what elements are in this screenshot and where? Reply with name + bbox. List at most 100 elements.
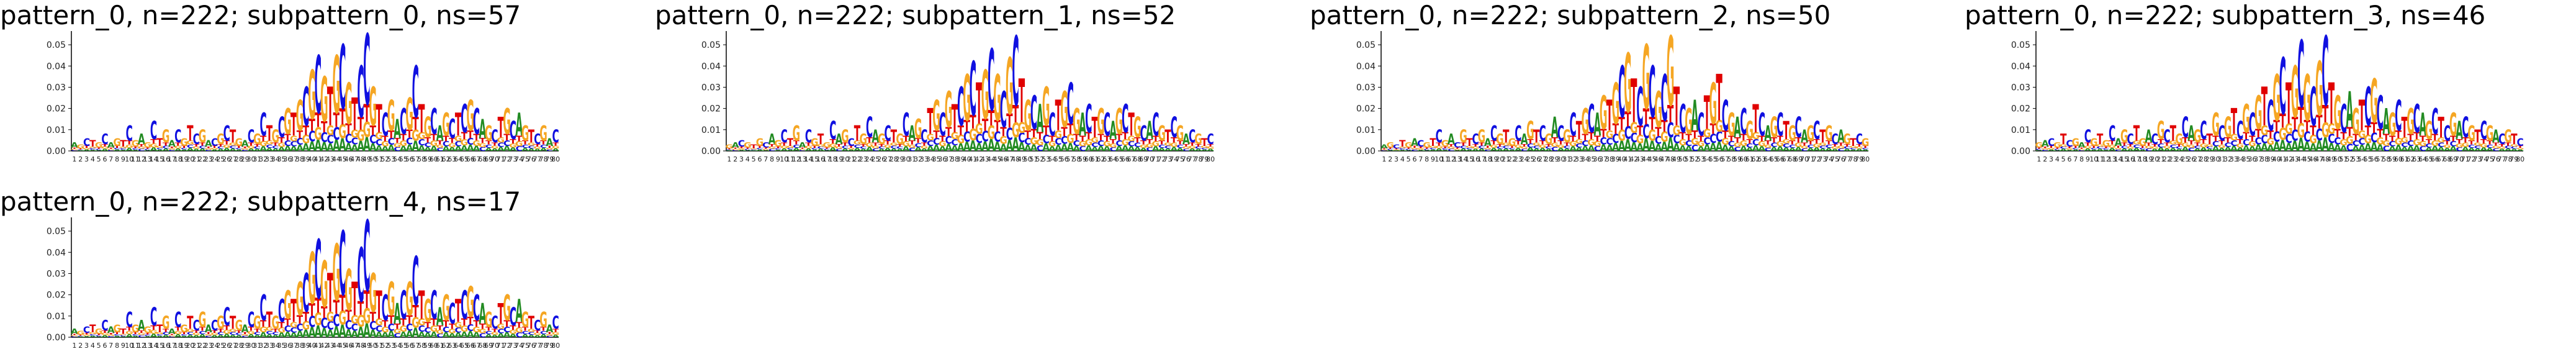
logo-letter: C — [1399, 148, 1406, 150]
logo-letter: A — [1411, 136, 1418, 148]
x-tick-label: 64 — [2418, 155, 2427, 163]
logo-letter: G — [2389, 106, 2397, 143]
logo-letter: T — [418, 96, 425, 142]
x-tick-label: 17 — [168, 342, 176, 350]
x-tick-label: 22 — [853, 155, 862, 163]
logo-letter: A — [951, 144, 958, 153]
logo-letter: A — [1036, 96, 1043, 142]
logo-letter: A — [418, 330, 425, 339]
logo-letter: G — [308, 57, 316, 135]
logo-letter: C — [382, 287, 389, 329]
x-tick-label: 9 — [2086, 155, 2090, 163]
logo-letter: C — [241, 335, 248, 338]
logo-letter: G — [2163, 145, 2171, 149]
logo-letter: G — [841, 127, 849, 147]
x-tick-label: 70 — [2455, 155, 2464, 163]
logo-letter: T — [327, 263, 333, 325]
logo-letter: G — [205, 334, 212, 336]
logo-letter: A — [272, 148, 279, 152]
x-tick-label: 24 — [210, 155, 219, 163]
logo-letter: C — [2419, 145, 2426, 153]
logo-letter: G — [461, 325, 469, 334]
logo-letter: C — [853, 143, 860, 149]
logo-letter: G — [1200, 145, 1209, 148]
logo-letter: G — [2395, 136, 2403, 147]
logo-letter: T — [1521, 143, 1528, 148]
logo-letter: C — [799, 150, 806, 152]
x-tick-label: 12 — [2102, 155, 2110, 163]
x-tick-label: 17 — [2132, 155, 2141, 163]
logo-letter: C — [2060, 146, 2067, 150]
logo-letter: T — [1086, 130, 1092, 142]
logo-letter: A — [1801, 127, 1808, 147]
x-tick-label: 54 — [2358, 155, 2366, 163]
x-tick-label: 51 — [1030, 155, 1038, 163]
logo-letter: T — [1631, 68, 1637, 137]
logo-letter: G — [2413, 138, 2421, 148]
x-tick-label: 43 — [1636, 155, 1644, 163]
logo-letter: G — [466, 278, 474, 327]
logo-letter: G — [2041, 148, 2049, 150]
logo-letter: A — [1660, 140, 1668, 155]
logo-letter: T — [376, 96, 382, 142]
x-tick-label: 27 — [1538, 155, 1547, 163]
x-tick-label: 35 — [1587, 155, 1596, 163]
logo-letter: A — [756, 149, 763, 152]
logo-letter: A — [168, 328, 176, 336]
logo-letter: C — [1539, 122, 1546, 147]
logo-letter: G — [162, 127, 170, 147]
logo-letter: C — [890, 145, 897, 149]
x-tick-label: 41 — [313, 342, 322, 350]
x-tick-label: 68 — [1788, 155, 1796, 163]
logo-letter: T — [96, 334, 102, 335]
logo-letter: G — [1115, 101, 1124, 142]
logo-letter: T — [945, 125, 952, 139]
logo-letter: T — [351, 89, 358, 141]
x-tick-label: 39 — [1611, 155, 1620, 163]
logo-letter: A — [1593, 106, 1601, 143]
logo-letter: T — [114, 145, 120, 148]
logo-letter: C — [921, 127, 927, 147]
x-tick-label: 61 — [1745, 155, 1754, 163]
logo-letter: G — [113, 322, 121, 335]
logo-letter: C — [2255, 135, 2262, 147]
logo-letter: C — [552, 313, 559, 333]
logo-letter: C — [2176, 146, 2182, 150]
logo-letter: C — [860, 146, 867, 150]
logo-letter: C — [2364, 77, 2371, 138]
logo-letter: T — [443, 319, 449, 329]
logo-letter: T — [120, 139, 126, 149]
logo-letter: G — [1417, 148, 1425, 150]
logo-letter: T — [2066, 147, 2073, 149]
logo-letter: C — [1085, 96, 1092, 142]
sequence-logo-chart: 0.000.010.020.030.040.051 2 3 4 5 6 7 8 9 1011121… — [47, 201, 560, 350]
x-tick-label: 54 — [1703, 155, 1711, 163]
x-tick-label: 23 — [204, 155, 213, 163]
x-tick-label: 67 — [1127, 155, 1136, 163]
logo-letter: A — [762, 150, 770, 152]
x-tick-label: 20 — [2150, 155, 2159, 163]
logo-letter: G — [1441, 139, 1449, 149]
logo-letter: C — [181, 334, 187, 336]
logo-letter: T — [315, 109, 321, 132]
logo-letter: T — [552, 328, 560, 333]
logo-letter: C — [1795, 112, 1802, 144]
logo-letter: G — [2102, 139, 2110, 149]
logo-letter: C — [786, 147, 793, 150]
logo-letter: T — [102, 143, 109, 148]
logo-letter: G — [381, 140, 389, 148]
x-tick-label: 77 — [2498, 155, 2506, 163]
logo-letter: A — [107, 325, 115, 335]
logo-letter: A — [1128, 145, 1135, 153]
x-tick-label: 14 — [149, 155, 158, 163]
logo-letter: T — [455, 293, 462, 330]
x-tick-label: 73 — [508, 342, 517, 350]
x-tick-label: 29 — [241, 155, 250, 163]
logo-letter: C — [436, 333, 443, 338]
logo-letter: A — [1551, 112, 1559, 144]
logo-letter: C — [510, 303, 516, 332]
logo-letter: T — [2127, 143, 2134, 148]
logo-letter: A — [2139, 149, 2146, 152]
logo-letter: T — [927, 101, 934, 142]
x-tick-label: 34 — [271, 342, 280, 350]
